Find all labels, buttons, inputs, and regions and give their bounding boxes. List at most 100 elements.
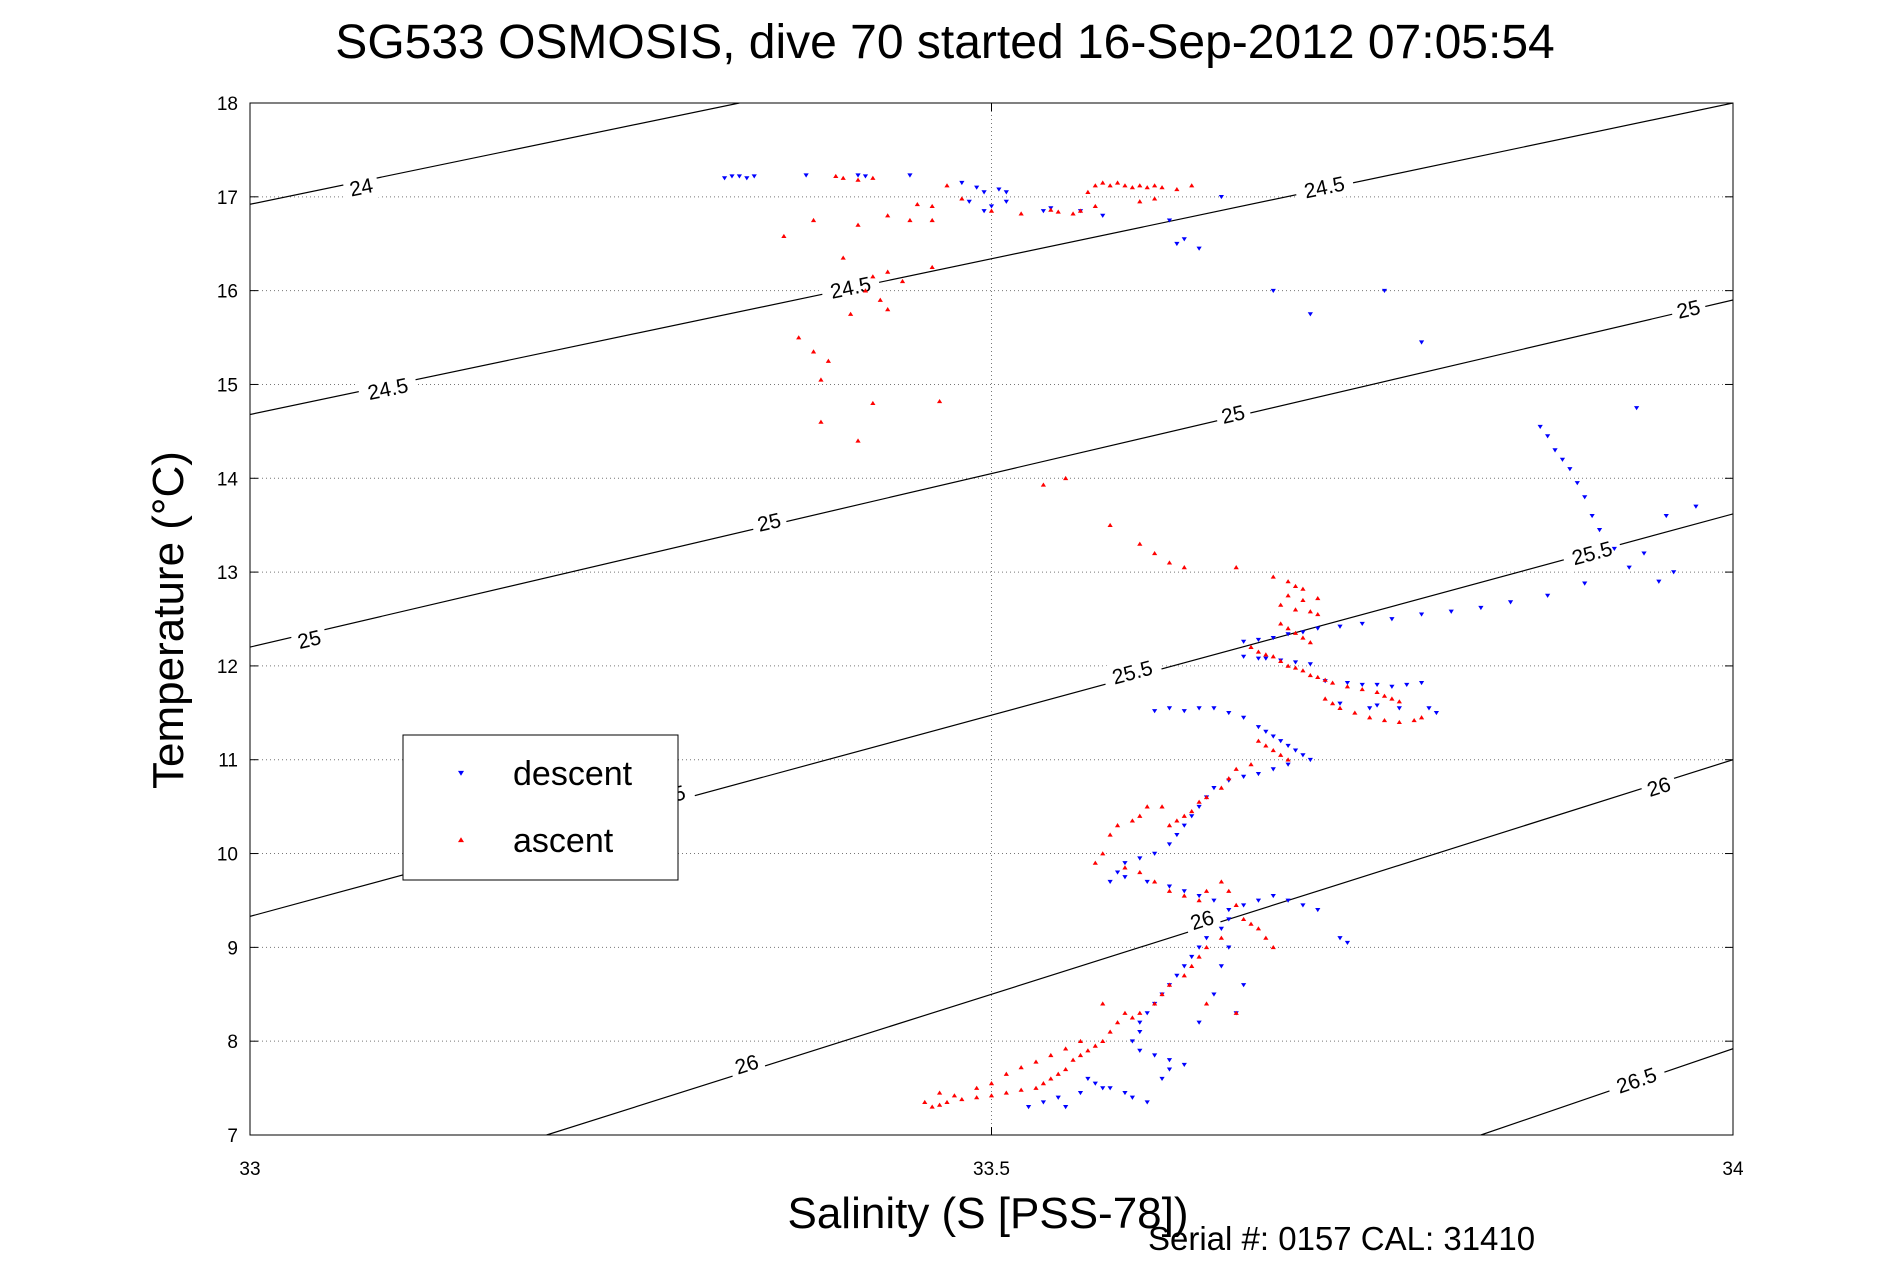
ascent-point [1203,794,1210,800]
descent-point [1181,889,1187,894]
contour-label-bg [1668,292,1709,326]
legend-marker-ascent [458,837,464,843]
descent-point [1389,617,1395,622]
ascent-point [1285,593,1291,598]
y-axis-label: Temperature (°C) [144,451,193,789]
ascent-point [1152,1001,1158,1006]
ascent-point [1255,926,1262,931]
descent-point [1137,856,1143,861]
descent-point [1129,1039,1135,1044]
ascent-point [1189,963,1195,968]
ascent-point [855,177,861,182]
ascent-point [899,278,906,284]
descent-point [1270,767,1276,772]
ascent-point [1248,644,1254,649]
descent-point [974,185,980,190]
descent-point [1359,621,1365,627]
ascent-point [988,1093,995,1098]
ascent-point [1107,1029,1113,1034]
descent-point [1211,786,1217,791]
ascent-point [1218,935,1224,940]
descent-point [1663,513,1669,519]
ascent-point [1292,665,1299,670]
ascent-point [1048,207,1054,212]
ascent-point [1063,1066,1069,1072]
ascent-point [1107,183,1113,188]
descent-point [1137,1020,1143,1025]
ascent-point [1137,869,1143,875]
ascent-point [1233,766,1239,771]
contour-label: 25 [755,509,783,537]
ascent-point [833,173,839,178]
descent-point [1025,1105,1032,1110]
descent-point [959,180,965,186]
descent-point [1100,1086,1106,1091]
ascent-point [818,419,824,424]
ascent-point [1107,522,1113,528]
contour-label: 24.5 [366,374,411,405]
ascent-point [1100,180,1106,185]
descent-point [1396,706,1402,711]
descent-point [1337,701,1343,706]
legend-label-ascent: ascent [513,822,614,860]
contour-label: 24.5 [828,273,873,304]
descent-point [751,174,757,179]
data-series [721,173,1699,1110]
series-ascent [781,173,1425,1109]
ascent-point [1270,945,1276,950]
descent-point [1129,1095,1135,1100]
contour-label: 25 [1675,296,1703,324]
descent-point [1181,237,1187,242]
descent-point [1404,682,1410,688]
descent-point [1255,637,1262,642]
ascent-point [1337,705,1343,710]
contour-label-group: 25.5 [1101,652,1164,693]
descent-point [1196,706,1202,711]
descent-point [1226,710,1232,716]
descent-point [1003,190,1009,195]
ascent-point [1248,921,1254,926]
ascent-point [1315,596,1321,601]
ascent-point [1196,898,1202,903]
contour-label-group: 25 [1213,397,1253,432]
descent-point [1189,954,1195,960]
descent-point [736,174,742,179]
ascent-point [907,217,913,223]
descent-point [1307,757,1313,763]
descent-point [1241,639,1247,644]
descent-point [1374,703,1380,708]
contour-label-bg [1101,652,1164,693]
contour-label-bg [1181,902,1223,938]
ascent-point [1100,851,1106,856]
contour-label: 25 [295,626,323,654]
descent-point [1611,546,1617,551]
ascent-point [1166,823,1173,828]
descent-point [1144,1100,1150,1105]
descent-point [1077,1090,1084,1096]
ascent-point [1159,185,1165,190]
ascent-point [1285,663,1291,668]
descent-point [1255,725,1262,730]
ascent-point [1233,565,1239,570]
descent-point [1263,729,1269,734]
contour-label-group: 25.5 [1560,533,1624,574]
ascent-point [936,1090,943,1095]
descent-point [1241,903,1247,908]
ascent-point [1285,626,1291,631]
descent-point [1107,1086,1113,1091]
ascent-point [1300,668,1306,673]
ascent-point [1063,475,1069,481]
descent-point [1626,565,1632,570]
descent-point [1315,626,1321,631]
descent-point [1226,945,1232,950]
ascent-point [1300,586,1306,591]
descent-point [1292,660,1299,665]
ascent-point [1085,1048,1091,1053]
descent-point [1196,1020,1202,1025]
ascent-point [885,213,891,218]
descent-point [1270,893,1276,899]
ascent-point [1278,602,1284,607]
ascent-point [1233,902,1239,907]
ascent-point [870,400,876,406]
descent-point [1552,448,1558,453]
